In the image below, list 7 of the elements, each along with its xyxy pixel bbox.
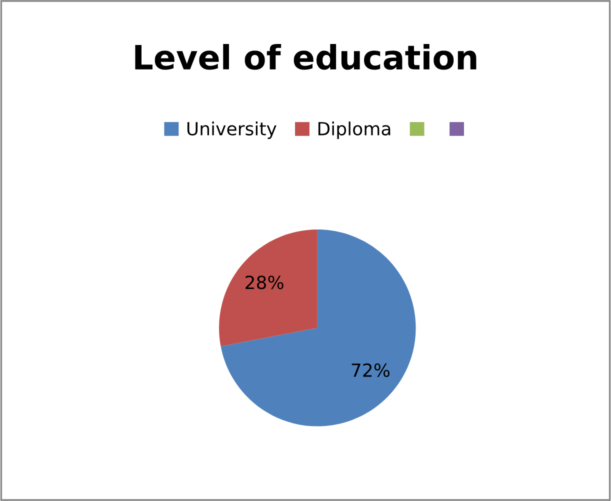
chart-title: Level of education <box>135 44 476 70</box>
legend-label: Diploma <box>318 122 390 139</box>
pie-slice <box>220 230 416 426</box>
data-label: 72% <box>352 363 390 378</box>
legend-label: University <box>187 122 276 139</box>
data-label: 28% <box>246 276 284 290</box>
pie-slice <box>219 230 318 346</box>
